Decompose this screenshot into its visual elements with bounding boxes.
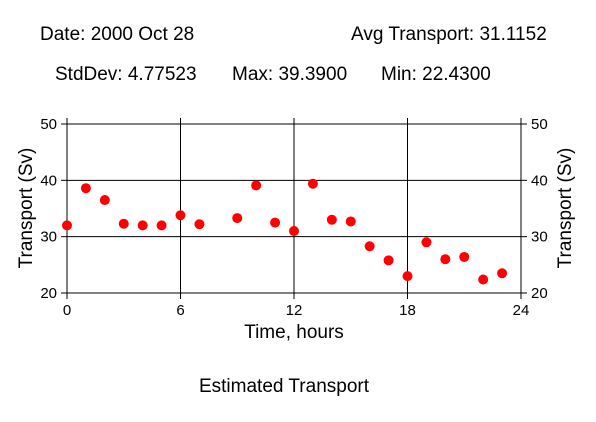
data-point bbox=[421, 237, 432, 248]
data-point bbox=[402, 271, 413, 282]
data-point bbox=[194, 219, 205, 230]
x-tick-label: 18 bbox=[399, 302, 416, 319]
x-tick-label: 24 bbox=[513, 302, 530, 319]
data-point bbox=[270, 217, 281, 228]
data-point bbox=[118, 218, 129, 229]
date-label: Date: 2000 Oct 28 bbox=[40, 24, 195, 45]
data-point bbox=[345, 216, 356, 227]
data-point bbox=[440, 254, 451, 265]
data-point bbox=[478, 274, 489, 285]
avg-transport-label: Avg Transport: 31.1152 bbox=[351, 24, 547, 45]
y-tick-label-right: 20 bbox=[531, 285, 548, 302]
data-point bbox=[232, 213, 243, 224]
grid-lines bbox=[67, 124, 521, 293]
data-point bbox=[251, 180, 262, 191]
data-point bbox=[364, 241, 375, 252]
data-point bbox=[497, 268, 508, 279]
y-axis-label-right: Transport (Sv) bbox=[555, 148, 576, 269]
x-tick-label: 0 bbox=[63, 302, 71, 319]
x-axis-label: Time, hours bbox=[244, 322, 344, 343]
data-point bbox=[80, 183, 91, 194]
y-tick-label-left: 20 bbox=[40, 285, 57, 302]
data-point bbox=[175, 210, 186, 221]
min-label: Min: 22.4300 bbox=[381, 64, 491, 85]
stddev-label: StdDev: 4.77523 bbox=[55, 64, 197, 85]
y-tick-label-right: 30 bbox=[531, 229, 548, 246]
data-point bbox=[156, 220, 167, 231]
data-point bbox=[289, 226, 299, 237]
y-tick-label-right: 50 bbox=[531, 116, 548, 133]
data-points bbox=[62, 178, 508, 285]
data-point bbox=[137, 220, 148, 231]
x-tick-label: 12 bbox=[286, 302, 303, 319]
data-point bbox=[62, 220, 72, 231]
data-point bbox=[459, 251, 470, 262]
data-point bbox=[99, 195, 110, 206]
data-point bbox=[307, 178, 318, 189]
data-point bbox=[326, 214, 337, 225]
axis-ticks bbox=[61, 118, 527, 299]
chart-title: Estimated Transport bbox=[199, 376, 370, 397]
data-point bbox=[383, 255, 394, 266]
max-label: Max: 39.3900 bbox=[232, 64, 348, 85]
y-tick-label-right: 40 bbox=[531, 172, 548, 189]
y-axis-label-left: Transport (Sv) bbox=[16, 148, 37, 269]
y-tick-label-left: 40 bbox=[40, 172, 57, 189]
y-tick-label-left: 30 bbox=[40, 229, 57, 246]
x-tick-label: 6 bbox=[176, 302, 184, 319]
y-tick-label-left: 50 bbox=[40, 116, 57, 133]
